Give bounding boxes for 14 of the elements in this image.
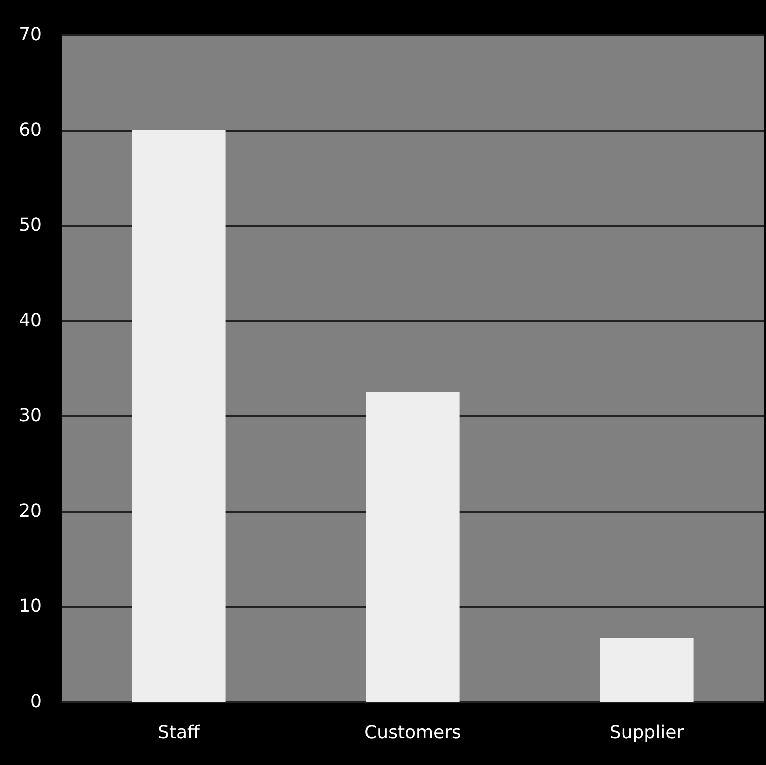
x-tick-label: Supplier <box>610 722 685 744</box>
y-tick-label: 10 <box>19 596 42 618</box>
bar <box>132 130 226 702</box>
x-tick-label: Customers <box>364 722 462 744</box>
bar <box>366 392 460 702</box>
y-tick-label: 70 <box>19 24 42 46</box>
y-tick-label: 60 <box>19 120 42 141</box>
y-tick-label: 50 <box>19 215 42 236</box>
y-tick-label: 30 <box>19 406 42 427</box>
x-tick-label: Staff <box>158 722 201 744</box>
y-tick-label: 20 <box>19 500 42 522</box>
y-tick-label: 40 <box>19 310 42 332</box>
bar <box>600 638 694 702</box>
y-tick-label: 0 <box>30 692 42 712</box>
